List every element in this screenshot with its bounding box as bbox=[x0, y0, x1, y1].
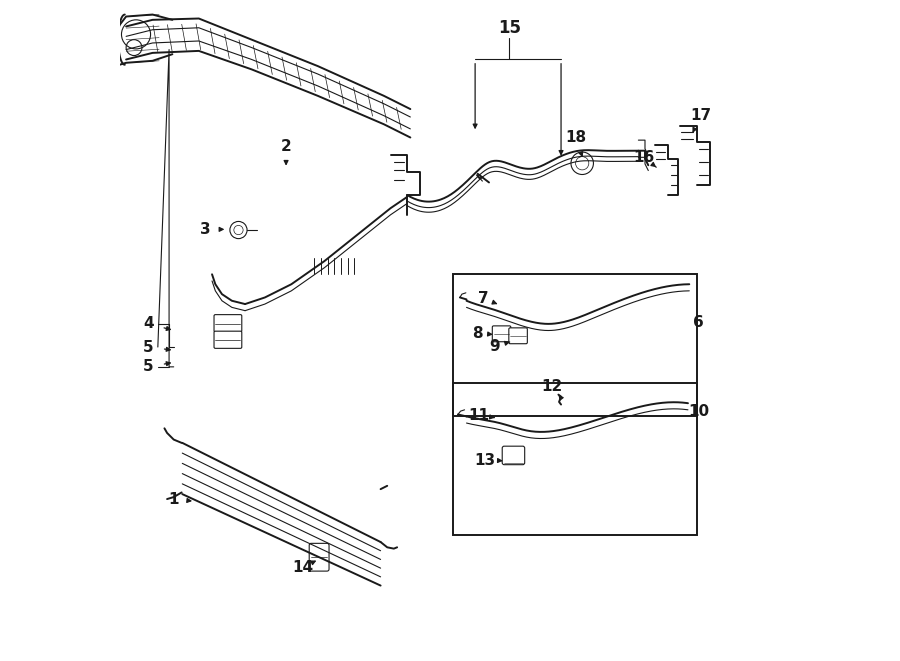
Bar bbox=[453, 383, 698, 535]
Text: 10: 10 bbox=[688, 404, 709, 418]
FancyBboxPatch shape bbox=[214, 331, 242, 348]
Text: 3: 3 bbox=[200, 222, 211, 237]
Text: 7: 7 bbox=[479, 292, 489, 306]
FancyBboxPatch shape bbox=[502, 446, 525, 465]
Text: 4: 4 bbox=[143, 317, 154, 331]
FancyBboxPatch shape bbox=[492, 326, 511, 342]
Text: 9: 9 bbox=[489, 339, 500, 354]
Text: 6: 6 bbox=[693, 315, 704, 330]
Text: 11: 11 bbox=[468, 408, 489, 422]
Text: 18: 18 bbox=[565, 130, 586, 145]
Text: 2: 2 bbox=[281, 139, 292, 154]
FancyBboxPatch shape bbox=[214, 315, 242, 332]
Text: 14: 14 bbox=[292, 560, 313, 574]
Text: 12: 12 bbox=[541, 379, 562, 393]
Bar bbox=[453, 274, 698, 416]
Text: 16: 16 bbox=[633, 150, 654, 165]
FancyBboxPatch shape bbox=[310, 543, 329, 571]
Text: 5: 5 bbox=[143, 360, 154, 374]
Text: 5: 5 bbox=[143, 340, 154, 354]
Text: 13: 13 bbox=[474, 453, 496, 467]
FancyBboxPatch shape bbox=[508, 328, 527, 344]
Text: 15: 15 bbox=[498, 19, 521, 37]
Text: 1: 1 bbox=[168, 492, 179, 506]
Text: 17: 17 bbox=[690, 108, 712, 122]
Text: 8: 8 bbox=[472, 326, 482, 340]
